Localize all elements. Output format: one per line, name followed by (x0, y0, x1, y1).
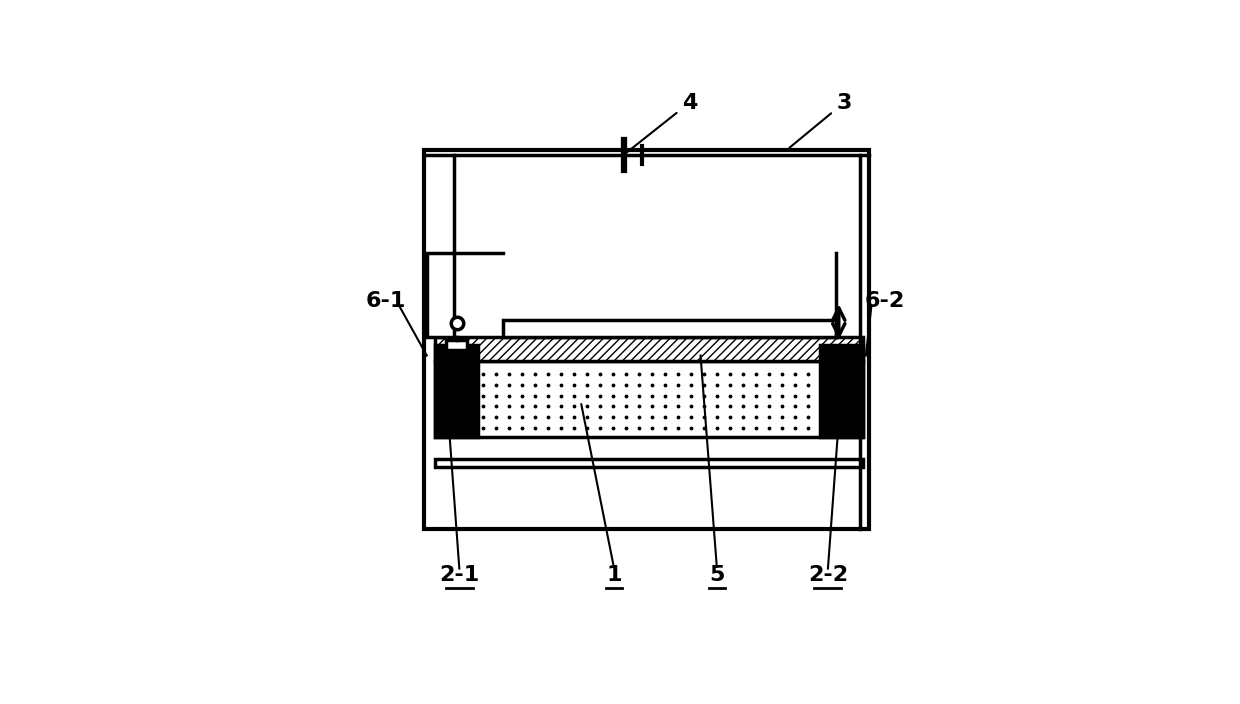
Bar (424, 149, 868, 529)
Bar (435, 361, 863, 436)
Text: 3: 3 (790, 93, 852, 148)
Text: 2-1: 2-1 (439, 565, 480, 585)
Text: 1: 1 (606, 565, 621, 585)
Bar (502, 320, 836, 337)
Text: 4: 4 (626, 93, 697, 153)
Bar (435, 458, 863, 467)
Bar (445, 340, 467, 350)
Bar (435, 337, 863, 361)
Text: 6-1: 6-1 (366, 291, 407, 311)
Bar (435, 345, 479, 436)
Text: 2-2: 2-2 (808, 565, 848, 585)
Text: 5: 5 (709, 565, 724, 585)
Bar (427, 253, 454, 337)
Bar (820, 345, 863, 436)
Text: 6-2: 6-2 (864, 291, 905, 311)
